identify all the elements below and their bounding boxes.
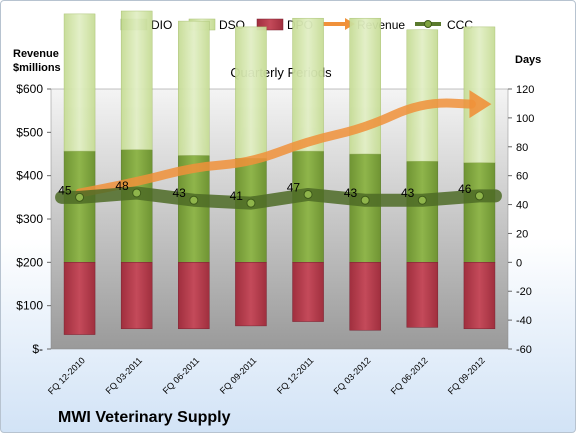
left-axis-tick-label: $100 <box>16 299 43 313</box>
ccc-point <box>474 191 484 201</box>
ccc-data-label: 46 <box>458 182 472 196</box>
left-axis-label-line2: $millions <box>13 62 61 74</box>
company-name: MWI Veterinary Supply <box>58 409 231 426</box>
bar-dso <box>120 10 153 150</box>
x-axis-tick-label: FQ 06-2011 <box>161 355 202 396</box>
ccc-data-label: 45 <box>58 183 72 197</box>
ccc-data-label: 41 <box>230 189 244 203</box>
ccc-data-label: 43 <box>344 186 358 200</box>
left-axis-label-line1: Revenue <box>13 48 59 60</box>
ccc-data-label: 43 <box>172 186 186 200</box>
bar-dpo <box>406 262 439 328</box>
bar-dio <box>349 153 381 263</box>
bar-dso <box>235 26 267 159</box>
bar-dso <box>292 17 324 152</box>
right-axis-tick-label: -60 <box>516 344 532 356</box>
x-axis-tick-label: FQ 12-2010 <box>46 355 87 396</box>
legend-ccc-line-icon <box>415 20 441 28</box>
ccc-point <box>360 195 370 205</box>
x-axis-tick-label: FQ 03-2011 <box>104 355 145 396</box>
left-axis-tick-label: $400 <box>16 169 43 183</box>
bar-dpo <box>178 262 210 330</box>
left-axis-tick-label: $300 <box>16 212 43 226</box>
bar-dpo <box>63 262 96 335</box>
bar-dio <box>406 160 439 263</box>
left-axis-tick-label: $600 <box>16 82 43 96</box>
bar-dpo <box>292 262 324 322</box>
right-axis-tick-label: 40 <box>516 200 528 212</box>
right-axis-tick-label: -20 <box>516 286 532 298</box>
bar-dio <box>63 150 96 263</box>
right-axis-tick-label: 20 <box>516 228 528 240</box>
bar-dpo <box>120 262 153 330</box>
right-axis-tick-label: 120 <box>516 84 534 96</box>
right-axis-tick-label: -40 <box>516 315 532 327</box>
bar-dso <box>178 20 210 156</box>
ccc-point <box>417 195 427 205</box>
legend-dpo-swatch <box>256 18 284 31</box>
x-axis-tick-label: FQ 09-2012 <box>446 355 487 396</box>
left-axis-tick-label: $200 <box>16 255 43 269</box>
bar-dso <box>463 26 496 163</box>
ccc-line <box>55 186 502 210</box>
right-axis-tick-label: 0 <box>516 257 522 269</box>
right-axis-tick-label: 60 <box>516 171 528 183</box>
x-axis-tick-label: FQ 03-2012 <box>332 355 373 396</box>
revenue-line <box>75 98 476 198</box>
x-axis-tick-label: FQ 09-2011 <box>218 355 259 396</box>
bar-dso <box>406 29 439 162</box>
ccc-point <box>132 188 142 198</box>
x-axis-tick-label: FQ 06-2012 <box>389 355 430 396</box>
ccc-data-label: 47 <box>287 180 301 194</box>
bar-dpo <box>235 262 267 327</box>
bar-dio <box>292 150 324 263</box>
bar-dio <box>463 162 496 263</box>
bar-dso <box>63 13 96 152</box>
bar-dpo <box>349 262 381 331</box>
ccc-data-label: 43 <box>401 186 415 200</box>
legend-dio-label: DIO <box>151 18 172 32</box>
bar-dio <box>235 158 267 263</box>
x-axis-tick-label: FQ 12-2011 <box>275 355 316 396</box>
ccc-point <box>75 192 85 202</box>
right-axis-label: Days <box>515 54 541 66</box>
bar-dpo <box>463 262 496 330</box>
ccc-point <box>246 198 256 208</box>
ccc-data-label: 48 <box>115 179 129 193</box>
right-axis-tick-label: 80 <box>516 142 528 154</box>
revenue-arrowhead <box>469 90 492 119</box>
bar-dio <box>120 149 153 263</box>
ccc-point <box>189 195 199 205</box>
ccc-point <box>303 189 313 199</box>
left-axis-tick-label: $500 <box>16 125 43 139</box>
plot-area <box>50 88 509 350</box>
right-axis-tick-label: 100 <box>516 113 534 125</box>
left-axis-tick-label: $- <box>32 342 43 356</box>
